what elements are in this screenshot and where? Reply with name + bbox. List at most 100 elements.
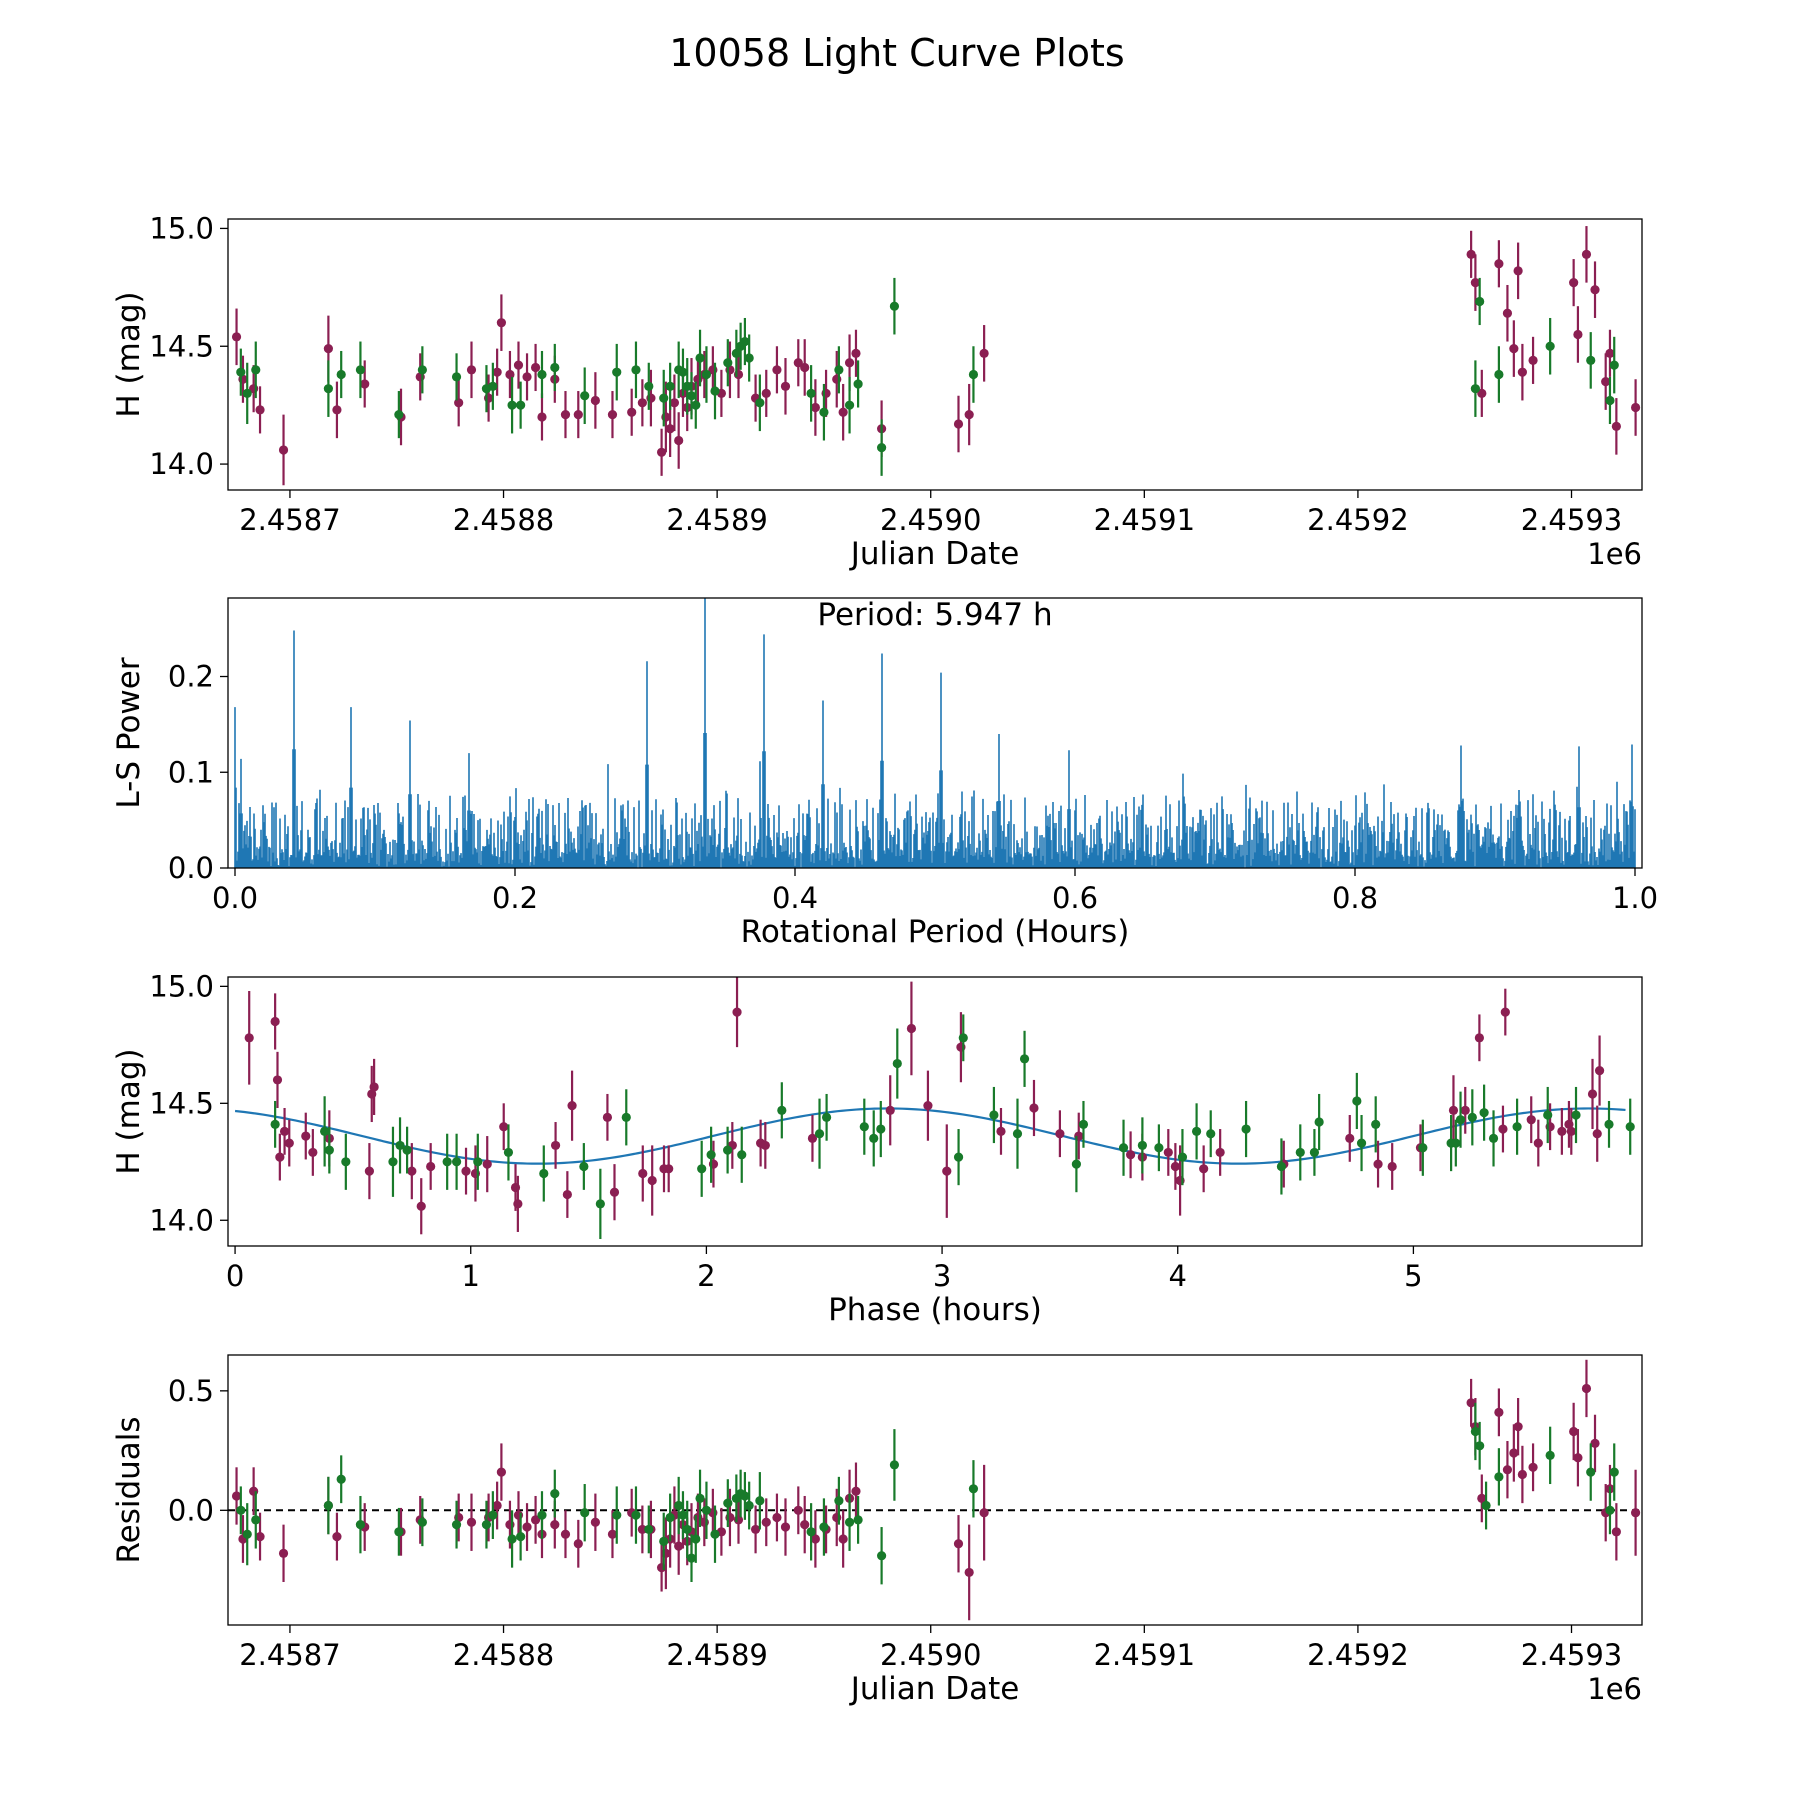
x-tick-label: 2.4589 xyxy=(666,1638,767,1672)
data-point xyxy=(665,424,675,434)
x-tick-label: 0.2 xyxy=(492,881,538,915)
data-point xyxy=(488,381,498,391)
x-tick-label: 0 xyxy=(226,1259,244,1293)
data-point xyxy=(731,348,741,358)
data-point xyxy=(496,318,507,328)
data-point xyxy=(336,1474,346,1484)
data-point xyxy=(1581,1383,1592,1394)
data-point xyxy=(1467,1112,1477,1122)
data-point xyxy=(1474,1033,1484,1043)
data-point xyxy=(332,405,342,415)
data-point xyxy=(953,1539,964,1549)
data-point xyxy=(810,1534,820,1544)
panels: 2.4587 2.4588 2.4589 2.4590 2.4591 2.4592 2.45… xyxy=(111,211,1658,1707)
x-tick-label: 2.4590 xyxy=(880,1638,981,1672)
data-point xyxy=(631,365,641,375)
data-point xyxy=(627,407,637,417)
series-filter_g xyxy=(270,1014,1635,1239)
data-point xyxy=(968,1484,979,1494)
data-point xyxy=(800,362,810,373)
data-point xyxy=(1451,1138,1461,1148)
data-point xyxy=(1605,395,1615,406)
lightcurve-plot-area xyxy=(231,226,1641,486)
data-point xyxy=(1475,1441,1485,1451)
data-point xyxy=(1509,344,1519,354)
data-point xyxy=(1371,1119,1381,1129)
data-point xyxy=(1356,1138,1367,1148)
data-point xyxy=(892,1058,902,1069)
data-point xyxy=(426,1161,436,1172)
data-point xyxy=(958,1033,968,1043)
data-point xyxy=(454,398,464,408)
data-point xyxy=(1418,1143,1428,1153)
data-point xyxy=(1206,1129,1216,1139)
data-point xyxy=(737,1150,747,1160)
data-point xyxy=(1587,1089,1598,1099)
y-tick-label: 14.0 xyxy=(149,447,214,481)
data-point xyxy=(723,358,733,368)
data-point xyxy=(1481,1500,1491,1511)
data-point xyxy=(989,1110,999,1120)
data-point xyxy=(851,1486,861,1496)
data-point xyxy=(595,1199,605,1209)
data-point xyxy=(780,1522,791,1532)
lightcurve-axes-frame xyxy=(227,218,1643,491)
residuals-axes-frame xyxy=(227,1354,1643,1626)
data-point xyxy=(537,369,547,380)
data-point xyxy=(1513,266,1523,276)
x-tick-label: 2.4591 xyxy=(1094,1638,1195,1672)
data-point xyxy=(530,362,541,373)
data-point xyxy=(682,1524,692,1535)
data-point xyxy=(507,400,517,410)
data-point xyxy=(869,1133,879,1143)
data-point xyxy=(1387,1161,1397,1172)
data-point xyxy=(1512,1122,1522,1132)
phased-plot-area xyxy=(234,977,1635,1239)
data-point xyxy=(1545,1450,1555,1460)
data-point xyxy=(499,1122,509,1132)
data-point xyxy=(814,1129,825,1139)
data-point xyxy=(659,393,669,403)
data-point xyxy=(844,400,855,410)
data-point xyxy=(609,1187,620,1197)
data-point xyxy=(691,400,701,410)
y-tick-label: 0.0 xyxy=(168,1493,214,1527)
data-point xyxy=(656,447,667,457)
data-point xyxy=(580,1508,590,1518)
data-point xyxy=(560,409,571,420)
data-point xyxy=(665,381,675,391)
data-point xyxy=(806,1527,816,1537)
data-point xyxy=(1118,1143,1129,1153)
x-tick-label: 0.4 xyxy=(772,881,818,915)
data-point xyxy=(503,1147,514,1158)
data-point xyxy=(669,398,680,408)
data-point xyxy=(838,407,848,417)
data-point xyxy=(507,1534,517,1544)
data-point xyxy=(537,1510,547,1520)
data-point xyxy=(682,381,692,391)
data-point xyxy=(701,369,712,380)
y-tick-label: 14.5 xyxy=(149,329,214,363)
data-point xyxy=(1569,1426,1579,1437)
data-point xyxy=(819,407,829,417)
data-point xyxy=(744,353,754,363)
data-point xyxy=(732,1007,742,1017)
data-point xyxy=(567,1101,577,1111)
data-point xyxy=(876,1124,886,1134)
data-point xyxy=(516,1531,526,1542)
x-tick-label: 2.4587 xyxy=(239,503,340,537)
data-point xyxy=(885,1105,895,1115)
data-point xyxy=(1477,388,1487,398)
residuals-panel: 2.4587 2.4588 2.4589 2.4590 2.4591 2.4592 2.45… xyxy=(111,1354,1643,1707)
data-point xyxy=(740,336,750,347)
data-point xyxy=(505,369,515,380)
data-point xyxy=(1557,1126,1567,1136)
period-annotation: Period: 5.947 h xyxy=(817,597,1052,633)
data-point xyxy=(451,1520,462,1530)
data-point xyxy=(278,1548,289,1558)
data-point xyxy=(1137,1140,1147,1151)
x-tick-label: 0.8 xyxy=(1332,881,1378,915)
data-point xyxy=(488,1510,498,1520)
data-point xyxy=(336,369,346,380)
x-offset-label: 1e6 xyxy=(1587,537,1642,571)
